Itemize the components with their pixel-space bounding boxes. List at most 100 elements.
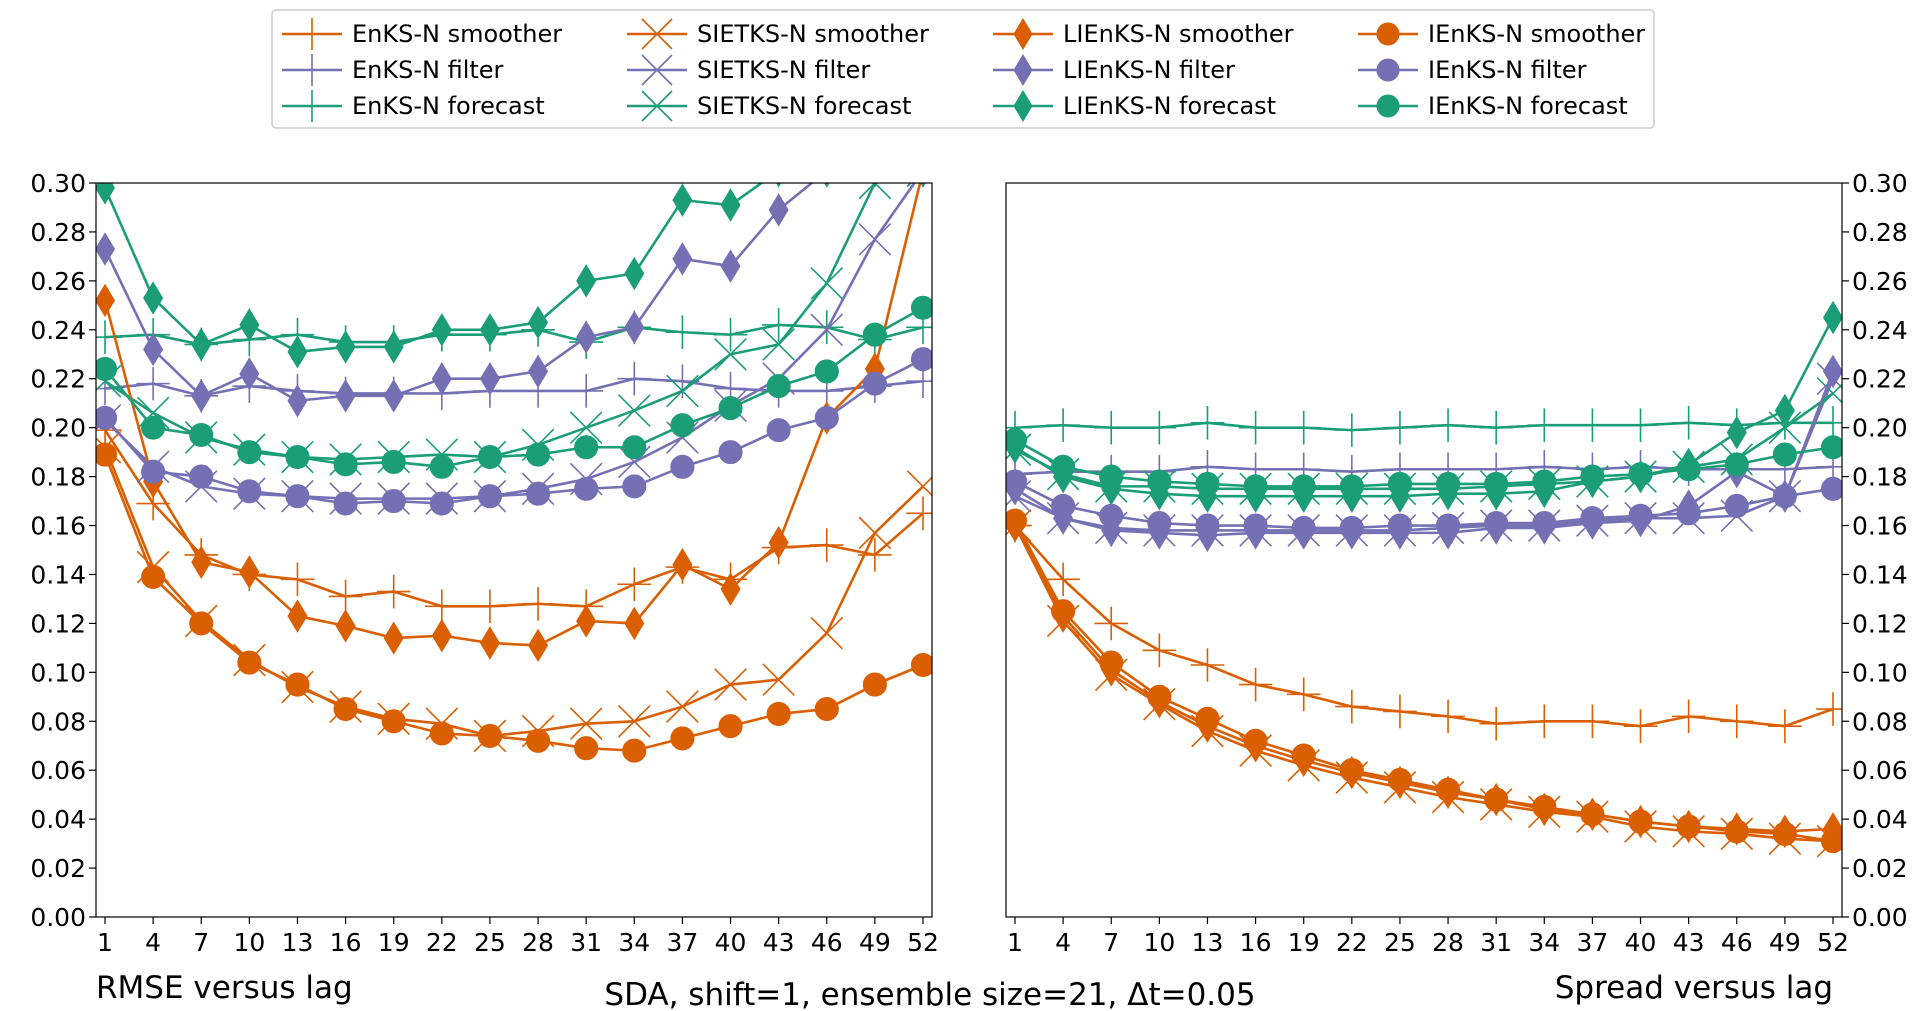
data-point-x-marker bbox=[858, 516, 892, 550]
y-tick-label: 0.02 bbox=[1852, 854, 1908, 883]
data-point-thin-diamond-marker bbox=[1822, 300, 1842, 335]
data-point-circle-marker bbox=[1580, 464, 1605, 489]
legend-circle-marker bbox=[1376, 58, 1400, 82]
data-point-plus-marker bbox=[1286, 677, 1321, 712]
spread-x-axis: 1 4 7 10 13 16 19 22 25 28 31 34 37 40 43 46 49 52 bbox=[1007, 917, 1849, 957]
y-tick-label: 0.20 bbox=[30, 414, 86, 443]
data-point-circle-marker bbox=[1724, 819, 1749, 844]
data-point-circle-marker bbox=[526, 481, 551, 506]
y-tick-label: 0.28 bbox=[1852, 218, 1908, 247]
data-point-circle-marker bbox=[1532, 469, 1557, 494]
data-point-circle-marker bbox=[670, 454, 695, 479]
rmse-series-layer bbox=[96, 183, 932, 763]
data-point-circle-marker bbox=[1772, 821, 1797, 846]
data-point-plus-marker bbox=[1431, 699, 1465, 734]
x-tick-label: 22 bbox=[1336, 928, 1368, 957]
rmse-y-axis: 0.00 0.02 0.04 0.06 0.08 0.10 0.12 0.14 0.16 0.18… bbox=[30, 169, 96, 932]
data-point-circle-marker bbox=[1580, 506, 1605, 531]
data-point-circle-marker bbox=[1724, 493, 1749, 519]
data-point-circle-marker bbox=[237, 650, 262, 675]
y-tick-label: 0.00 bbox=[30, 903, 86, 932]
x-tick-label: 10 bbox=[1143, 928, 1175, 957]
data-point-circle-marker bbox=[477, 444, 502, 470]
data-point-circle-marker bbox=[141, 564, 166, 589]
legend-circle-marker bbox=[1376, 22, 1400, 46]
y-tick-label: 0.16 bbox=[1852, 512, 1908, 541]
figure-suptitle: SDA, shift=1, ensemble size=21, Δt=0.05 bbox=[604, 977, 1255, 1011]
series-enks-n-forecast bbox=[1006, 405, 1842, 447]
legend-label: IEnKS-N filter bbox=[1428, 56, 1587, 84]
data-point-circle-marker bbox=[189, 611, 214, 636]
data-point-circle-marker bbox=[862, 672, 887, 697]
data-point-thin-diamond-marker bbox=[335, 330, 356, 364]
y-tick-label: 0.26 bbox=[30, 267, 86, 296]
data-point-circle-marker bbox=[526, 728, 551, 753]
data-point-circle-marker bbox=[574, 435, 599, 460]
data-point-circle-marker bbox=[526, 442, 551, 467]
data-point-plus-marker bbox=[521, 587, 555, 621]
data-point-plus-marker bbox=[1623, 709, 1658, 743]
legend-entry-enks-n-forecast: EnKS-N forecast bbox=[282, 90, 545, 122]
data-point-circle-marker bbox=[766, 701, 791, 726]
data-point-circle-marker bbox=[1724, 452, 1749, 477]
data-point-circle-marker bbox=[1006, 508, 1028, 533]
legend-entry-lienks-n-forecast: LIEnKS-N forecast bbox=[993, 90, 1276, 122]
data-point-thin-diamond-marker bbox=[624, 606, 645, 641]
legend-frame bbox=[271, 9, 1655, 129]
spread-plot-frame bbox=[1005, 182, 1843, 918]
data-point-x-marker bbox=[858, 222, 892, 256]
data-point-circle-marker bbox=[1291, 743, 1316, 768]
rmse-axes: 0.00 0.02 0.04 0.06 0.08 0.10 0.12 0.14 0.16 0.18… bbox=[30, 169, 939, 957]
y-tick-label: 0.08 bbox=[1852, 707, 1908, 736]
data-point-thin-diamond-marker bbox=[528, 628, 549, 663]
data-point-circle-marker bbox=[333, 491, 358, 516]
legend-plus-marker bbox=[296, 54, 328, 86]
spread-panel: 0.00 0.02 0.04 0.06 0.08 0.10 0.12 0.14 0.16 0.18… bbox=[1005, 169, 1908, 957]
series-line bbox=[103, 183, 814, 403]
legend-label: LIEnKS-N smoother bbox=[1063, 20, 1294, 48]
data-point-circle-marker bbox=[1676, 457, 1701, 482]
spread-axes: 0.00 0.02 0.04 0.06 0.08 0.10 0.12 0.14 0.16 0.18… bbox=[1007, 169, 1908, 957]
data-point-thin-diamond-marker bbox=[672, 547, 693, 582]
y-tick-label: 0.22 bbox=[30, 365, 86, 394]
y-tick-label: 0.08 bbox=[30, 707, 86, 736]
data-point-thin-diamond-marker bbox=[528, 354, 549, 389]
data-point-plus-marker bbox=[1671, 699, 1706, 734]
data-point-x-marker bbox=[810, 266, 844, 300]
data-point-plus-marker bbox=[906, 496, 932, 531]
data-point-x-marker bbox=[762, 663, 795, 696]
legend-label: IEnKS-N smoother bbox=[1428, 20, 1645, 48]
legend-x-marker bbox=[641, 54, 673, 86]
x-tick-label: 34 bbox=[1528, 928, 1560, 957]
data-point-circle-marker bbox=[189, 464, 214, 489]
data-point-plus-marker bbox=[1142, 633, 1177, 668]
data-point-plus-marker bbox=[1816, 405, 1842, 440]
data-point-thin-diamond-marker bbox=[143, 281, 164, 315]
data-point-plus-marker bbox=[1142, 410, 1177, 445]
data-point-circle-marker bbox=[429, 491, 454, 516]
data-point-circle-marker bbox=[814, 696, 839, 722]
data-point-thin-diamond-marker bbox=[768, 525, 789, 560]
data-point-thin-diamond-marker bbox=[720, 188, 741, 222]
data-point-circle-marker bbox=[1147, 684, 1172, 709]
data-point-thin-diamond-marker bbox=[287, 335, 308, 369]
legend-label: SIETKS-N forecast bbox=[697, 92, 911, 120]
data-point-circle-marker bbox=[285, 484, 310, 509]
data-point-thin-diamond-marker bbox=[287, 599, 308, 633]
x-tick-label: 28 bbox=[522, 928, 554, 957]
legend-items: EnKS-N smoother EnKS-N filter EnKS-N forec… bbox=[282, 18, 1645, 122]
data-point-circle-marker bbox=[766, 418, 791, 443]
x-tick-label: 10 bbox=[233, 928, 265, 957]
data-point-plus-marker bbox=[809, 528, 844, 562]
data-point-circle-marker bbox=[1676, 501, 1701, 526]
data-point-x-marker bbox=[714, 668, 747, 701]
data-point-x-marker bbox=[1768, 411, 1802, 444]
y-tick-label: 0.06 bbox=[1852, 756, 1908, 785]
x-tick-label: 46 bbox=[1721, 928, 1753, 957]
data-point-circle-marker bbox=[237, 440, 262, 465]
data-point-circle-marker bbox=[670, 413, 695, 438]
series-line bbox=[1014, 524, 1834, 728]
data-point-circle-marker bbox=[96, 356, 118, 381]
data-point-thin-diamond-marker bbox=[431, 618, 452, 653]
x-tick-label: 49 bbox=[1769, 928, 1801, 957]
